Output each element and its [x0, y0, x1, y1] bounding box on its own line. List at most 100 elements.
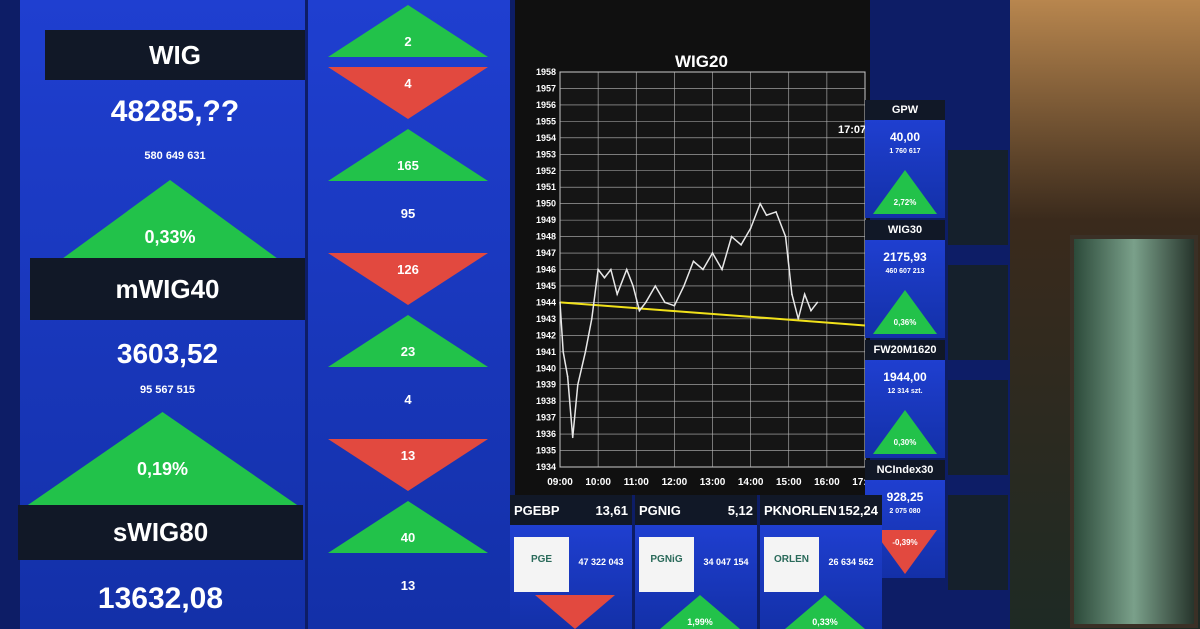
- index-value: 3603,52: [116, 338, 219, 369]
- y-tick-label: 1937: [536, 413, 556, 423]
- x-tick-label: 13:00: [700, 477, 726, 488]
- count-value: 126: [397, 261, 419, 277]
- mini-charts-column: [948, 150, 1008, 600]
- decliners-triangle: 126: [328, 253, 488, 305]
- change-up-triangle: 0,36%: [873, 290, 937, 334]
- stock-header: PGEBP 13,61: [510, 495, 632, 525]
- price-point: [576, 383, 579, 386]
- stock-price: 5,12: [727, 502, 753, 518]
- stock-name: PGNIG: [639, 502, 681, 518]
- stock-body: PGNiG 34 047 154 1,99%: [635, 525, 757, 629]
- y-tick-label: 1952: [536, 166, 556, 176]
- y-tick-label: 1935: [536, 446, 556, 456]
- company-logo: ORLEN: [764, 537, 819, 592]
- stock-name: PKNORLEN: [764, 502, 837, 518]
- price-point: [664, 301, 666, 304]
- advancers-triangle: 40: [328, 501, 488, 553]
- panel-volume: 12 314 szt.: [887, 388, 923, 395]
- stock-body: PGE 47 322 043: [510, 525, 632, 629]
- y-tick-label: 1934: [536, 462, 556, 472]
- stock-volume: 47 322 043: [578, 557, 624, 567]
- index-volume: 95 567 515: [139, 384, 196, 396]
- glass-door: [1070, 235, 1198, 628]
- mini-chart: [948, 265, 1008, 360]
- count-value: 95: [400, 206, 416, 221]
- price-point: [692, 260, 695, 263]
- price-point: [759, 202, 761, 205]
- change-percent: -0,39%: [892, 537, 918, 547]
- y-tick-label: 1951: [536, 182, 556, 192]
- stock-name: PGEBP: [514, 502, 560, 518]
- change-up-triangle: 0,33%: [785, 595, 865, 629]
- price-point: [721, 268, 723, 271]
- stock-price: 152,24: [838, 502, 878, 518]
- panel-value: 40,00: [889, 130, 921, 144]
- panel-volume: 2 075 080: [889, 508, 921, 515]
- change-up-triangle: 2,72%: [873, 170, 937, 214]
- stock-body: ORLEN 26 634 562 0,33%: [760, 525, 882, 629]
- count-value: 40: [400, 529, 416, 545]
- panel-volume: 1 760 617: [889, 148, 921, 155]
- index-header: WIG: [45, 30, 305, 80]
- stock-volume: 34 047 154: [703, 557, 749, 567]
- price-point: [603, 276, 606, 279]
- count-value: 4: [404, 392, 412, 407]
- panel-header: WIG30: [865, 220, 945, 240]
- change-down-triangle: -0,39%: [873, 530, 937, 574]
- reference-line: [559, 301, 866, 327]
- price-point: [590, 318, 593, 320]
- y-tick-label: 1949: [536, 215, 556, 225]
- count-value: 4: [404, 75, 412, 91]
- price-point: [749, 227, 752, 230]
- y-tick-label: 1950: [536, 199, 556, 209]
- x-tick-label: 16:00: [814, 477, 840, 488]
- x-tick-label: 10:00: [585, 477, 611, 488]
- mini-chart: [948, 380, 1008, 475]
- change-percent: 0,33%: [144, 227, 196, 247]
- y-tick-label: 1947: [536, 248, 556, 258]
- price-point: [644, 301, 647, 304]
- mini-chart: [948, 150, 1008, 245]
- panel-header: NCIndex30: [865, 460, 945, 480]
- decliners-triangle: 13: [328, 439, 488, 491]
- bottom-stock-row: PGEBP 13,61 PGE 47 322 043 PGNIG 5,12 PGNiG 34 …: [510, 495, 882, 629]
- y-tick-label: 1956: [536, 100, 556, 110]
- y-tick-label: 1936: [536, 429, 556, 439]
- price-point: [584, 350, 587, 353]
- price-point: [562, 350, 564, 353]
- chart-title: WIG20: [675, 52, 728, 71]
- price-point: [711, 252, 714, 254]
- change-up-triangle: 1,99%: [660, 595, 740, 629]
- price-point: [632, 285, 634, 287]
- y-tick-label: 1943: [536, 314, 556, 324]
- advancers-triangle: 2: [328, 5, 488, 57]
- y-tick-label: 1940: [536, 363, 556, 373]
- y-tick-label: 1941: [536, 347, 556, 357]
- y-tick-label: 1945: [536, 281, 556, 291]
- change-percent: 0,30%: [893, 437, 917, 447]
- panel-body: 1944,00 12 314 szt. 0,30%: [865, 360, 945, 458]
- panel-value: 1944,00: [883, 370, 927, 384]
- price-point: [683, 285, 685, 287]
- y-tick-label: 1946: [536, 265, 556, 275]
- price-point: [571, 436, 574, 439]
- stock-header: PGNIG 5,12: [635, 495, 757, 525]
- price-point: [791, 293, 793, 295]
- y-tick-label: 1938: [536, 396, 556, 406]
- change-percent: 1,99%: [687, 617, 713, 627]
- index-header: mWIG40: [30, 258, 305, 320]
- price-point: [654, 285, 657, 287]
- company-logo: PGE: [514, 537, 569, 592]
- panel-header: FW20M1620: [865, 340, 945, 360]
- x-tick-label: 15:00: [776, 477, 802, 488]
- y-tick-label: 1958: [536, 67, 556, 77]
- price-point: [559, 301, 561, 304]
- price-point: [784, 235, 787, 238]
- count-value: 13: [400, 578, 416, 593]
- index-value: 48285,??: [110, 95, 240, 128]
- advancers-triangle: 23: [328, 315, 488, 367]
- change-percent: 0,33%: [812, 617, 838, 627]
- panel-volume: 460 607 213: [885, 268, 925, 275]
- stock-volume: 26 634 562: [828, 557, 874, 567]
- price-point: [803, 293, 806, 295]
